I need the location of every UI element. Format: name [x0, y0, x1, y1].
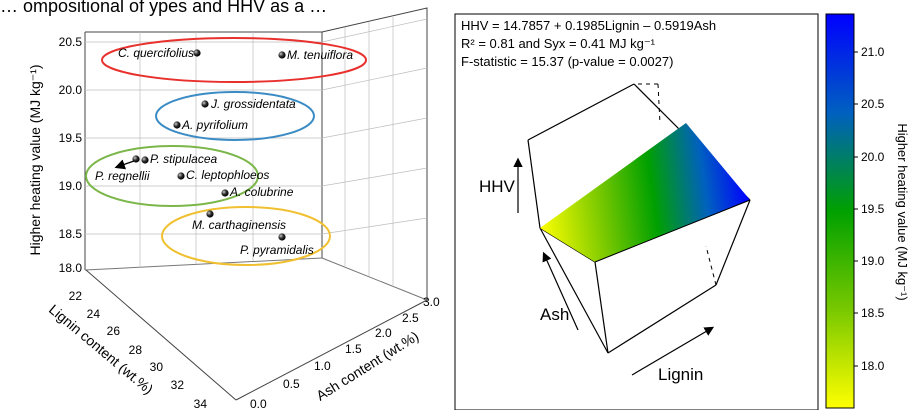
lignin-tick: 32	[171, 378, 185, 392]
data-point	[278, 51, 286, 59]
point-label: J. grossidentata	[210, 97, 296, 111]
stats-text-1: R² = 0.81 and Syx = 0.41 MJ kg⁻¹	[461, 36, 656, 51]
group-ellipse-yellow	[161, 206, 331, 266]
point-label: P. pyramidalis	[240, 243, 314, 257]
ash-arrow	[542, 251, 579, 331]
data-points	[132, 49, 286, 241]
lignin-tick: 28	[129, 343, 143, 357]
pointer-arrow	[114, 159, 135, 170]
z-tick: 19.5	[59, 131, 83, 145]
point-label: M. tenuiflora	[287, 48, 353, 62]
data-point	[177, 172, 185, 180]
point-label: P. regnellii	[95, 169, 150, 183]
ash-tick: 2.0	[375, 326, 392, 340]
ash-tick: 0.5	[283, 377, 300, 391]
point-label: M. carthaginensis	[192, 218, 286, 232]
header-cut-text: … ompositional of ypes and HHV as a …	[0, 0, 327, 16]
colorbar-label: Higher heating value (MJ kg⁻¹)	[895, 123, 910, 300]
colorbar-gradient	[825, 13, 855, 409]
data-point	[193, 49, 201, 57]
ash-tick: 1.0	[314, 359, 331, 373]
lignin-tick: 22	[69, 289, 83, 303]
data-point	[221, 189, 229, 197]
hhv-axis-label: HHV	[479, 177, 516, 196]
group-ellipse-blue	[155, 91, 315, 141]
lignin-tick: 24	[87, 307, 101, 321]
box-frame	[84, 7, 428, 401]
group-ellipses	[85, 37, 367, 266]
point-labels: C. quercifolius M. tenuiflora J. grossid…	[95, 46, 353, 257]
data-point	[206, 210, 214, 218]
z-tick: 20.0	[59, 83, 83, 97]
ash-axis-label-plane: Ash	[540, 305, 569, 324]
point-label: C. quercifolius	[118, 46, 194, 60]
data-point	[173, 121, 181, 129]
equation-text: HHV = 14.7857 + 0.1985Lignin – 0.5919Ash	[461, 18, 716, 33]
colorbar-tick: 20.0	[861, 150, 885, 164]
plane-edge	[594, 199, 751, 263]
lignin-arrow	[631, 326, 715, 376]
z-tick: 19.0	[59, 179, 83, 193]
lignin-tick: 26	[107, 324, 121, 338]
lignin-tick: 34	[194, 397, 208, 410]
z-tick: 18.5	[59, 227, 83, 241]
lignin-tick: 30	[150, 360, 164, 374]
data-point	[132, 155, 140, 163]
ash-tick: 1.5	[345, 342, 362, 356]
regression-panel: HHV = 14.7857 + 0.1985Lignin – 0.5919Ash…	[454, 13, 819, 410]
colorbar-tick: 19.5	[861, 202, 885, 216]
colorbar-ticks: 21.0 20.5 20.0 19.5 19.0 18.5 18.0	[854, 45, 885, 373]
data-point	[201, 100, 209, 108]
z-tick: 20.5	[59, 35, 83, 49]
ash-tick: 0.0	[250, 397, 267, 410]
cube-edges	[527, 83, 751, 354]
regression-plane	[540, 123, 750, 262]
colorbar-tick: 21.0	[861, 45, 885, 59]
ash-tick: 3.0	[423, 295, 440, 309]
lignin-axis-label-plane: Lignin	[658, 365, 703, 384]
point-label: C. leptophloeos	[186, 168, 269, 182]
data-point	[278, 233, 286, 241]
point-label: P. stipulacea	[150, 152, 217, 166]
colorbar: 21.0 20.5 20.0 19.5 19.0 18.5 18.0 Highe…	[825, 13, 910, 409]
z-axis-label: Higher heating value (MJ kg⁻¹)	[27, 64, 43, 255]
point-label: A. colubrine	[229, 185, 294, 199]
cube-hidden-edges	[634, 83, 717, 286]
ash-tick-labels: 0.0 0.5 1.0 1.5 2.0 2.5 3.0	[250, 295, 440, 410]
point-label: A. pyrifolium	[181, 118, 248, 132]
lignin-tick-labels: 22 24 26 28 30 32 34	[69, 289, 208, 410]
ash-tick: 2.5	[402, 311, 419, 325]
stats-text-2: F-statistic = 15.37 (p-value = 0.0027)	[461, 54, 673, 69]
scatter-3d-panel: 20.5 20.0 19.5 19.0 18.5 18.0 Higher hea…	[27, 7, 440, 410]
colorbar-tick: 18.5	[861, 306, 885, 320]
z-tick: 18.0	[59, 261, 83, 275]
z-tick-labels: 20.5 20.0 19.5 19.0 18.5 18.0	[59, 35, 83, 275]
colorbar-tick: 20.5	[861, 97, 885, 111]
data-point	[141, 156, 149, 164]
colorbar-tick: 18.0	[861, 359, 885, 373]
group-ellipse-red	[101, 37, 367, 83]
group-ellipse-green	[85, 145, 259, 207]
colorbar-tick: 19.0	[861, 254, 885, 268]
